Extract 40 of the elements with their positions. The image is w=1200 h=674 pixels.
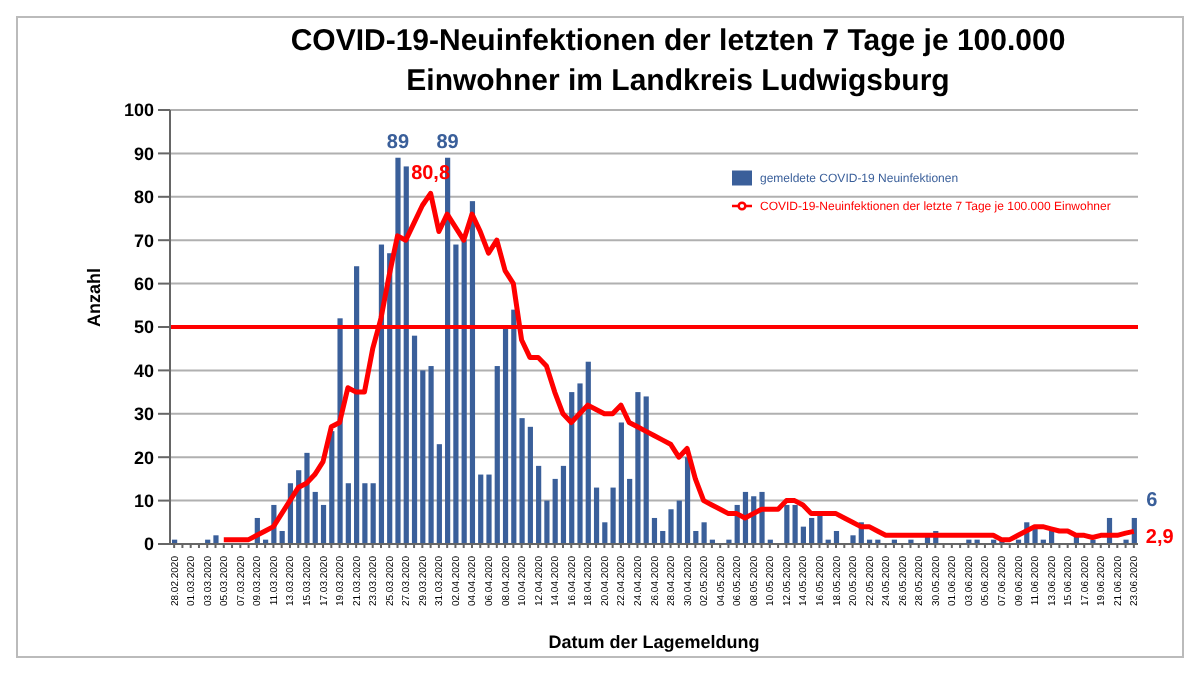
bar xyxy=(759,491,765,544)
bar xyxy=(511,309,517,544)
y-tick-label: 30 xyxy=(133,404,154,425)
data-label: 2,9 xyxy=(1145,527,1175,550)
bar xyxy=(784,504,790,544)
chart-title: COVID-19-Neuinfektionen der letzten 7 Tage je 100.000 Einwohner im Landkreis Ludwigsburg xyxy=(288,22,1068,102)
bar xyxy=(585,361,591,544)
bar xyxy=(527,426,533,544)
y-tick-label: 20 xyxy=(133,447,154,468)
bar xyxy=(635,392,641,544)
x-axis-title: Datum der Lagemeldung xyxy=(548,632,760,652)
bar xyxy=(809,517,815,544)
bar xyxy=(428,366,434,544)
y-tick-label: 50 xyxy=(133,317,154,338)
y-tick-label: 90 xyxy=(133,143,154,164)
y-tick-label: 0 xyxy=(143,534,154,555)
bar xyxy=(668,509,674,544)
bar xyxy=(618,422,624,544)
bar xyxy=(792,504,798,544)
y-tick-label: 60 xyxy=(133,273,154,294)
bar xyxy=(643,396,649,544)
y-tick-label: 40 xyxy=(133,360,154,381)
bar xyxy=(403,166,409,544)
data-label: 89 xyxy=(436,131,460,154)
bar xyxy=(304,452,310,544)
bar xyxy=(684,457,691,544)
data-label: 89 xyxy=(386,131,410,154)
bar xyxy=(213,535,219,544)
bar xyxy=(817,513,823,544)
y-tick-label: 70 xyxy=(133,230,154,251)
bar xyxy=(337,318,343,544)
y-axis-title: Anzahl xyxy=(84,267,105,327)
bar xyxy=(395,157,401,544)
bar xyxy=(701,522,707,544)
data-label: 6 xyxy=(1146,489,1159,512)
bar xyxy=(469,201,476,544)
bar xyxy=(354,266,360,544)
y-tick-label: 100 xyxy=(123,100,154,121)
y-tick-label: 10 xyxy=(133,490,154,511)
y-tick-label: 80 xyxy=(133,187,154,208)
